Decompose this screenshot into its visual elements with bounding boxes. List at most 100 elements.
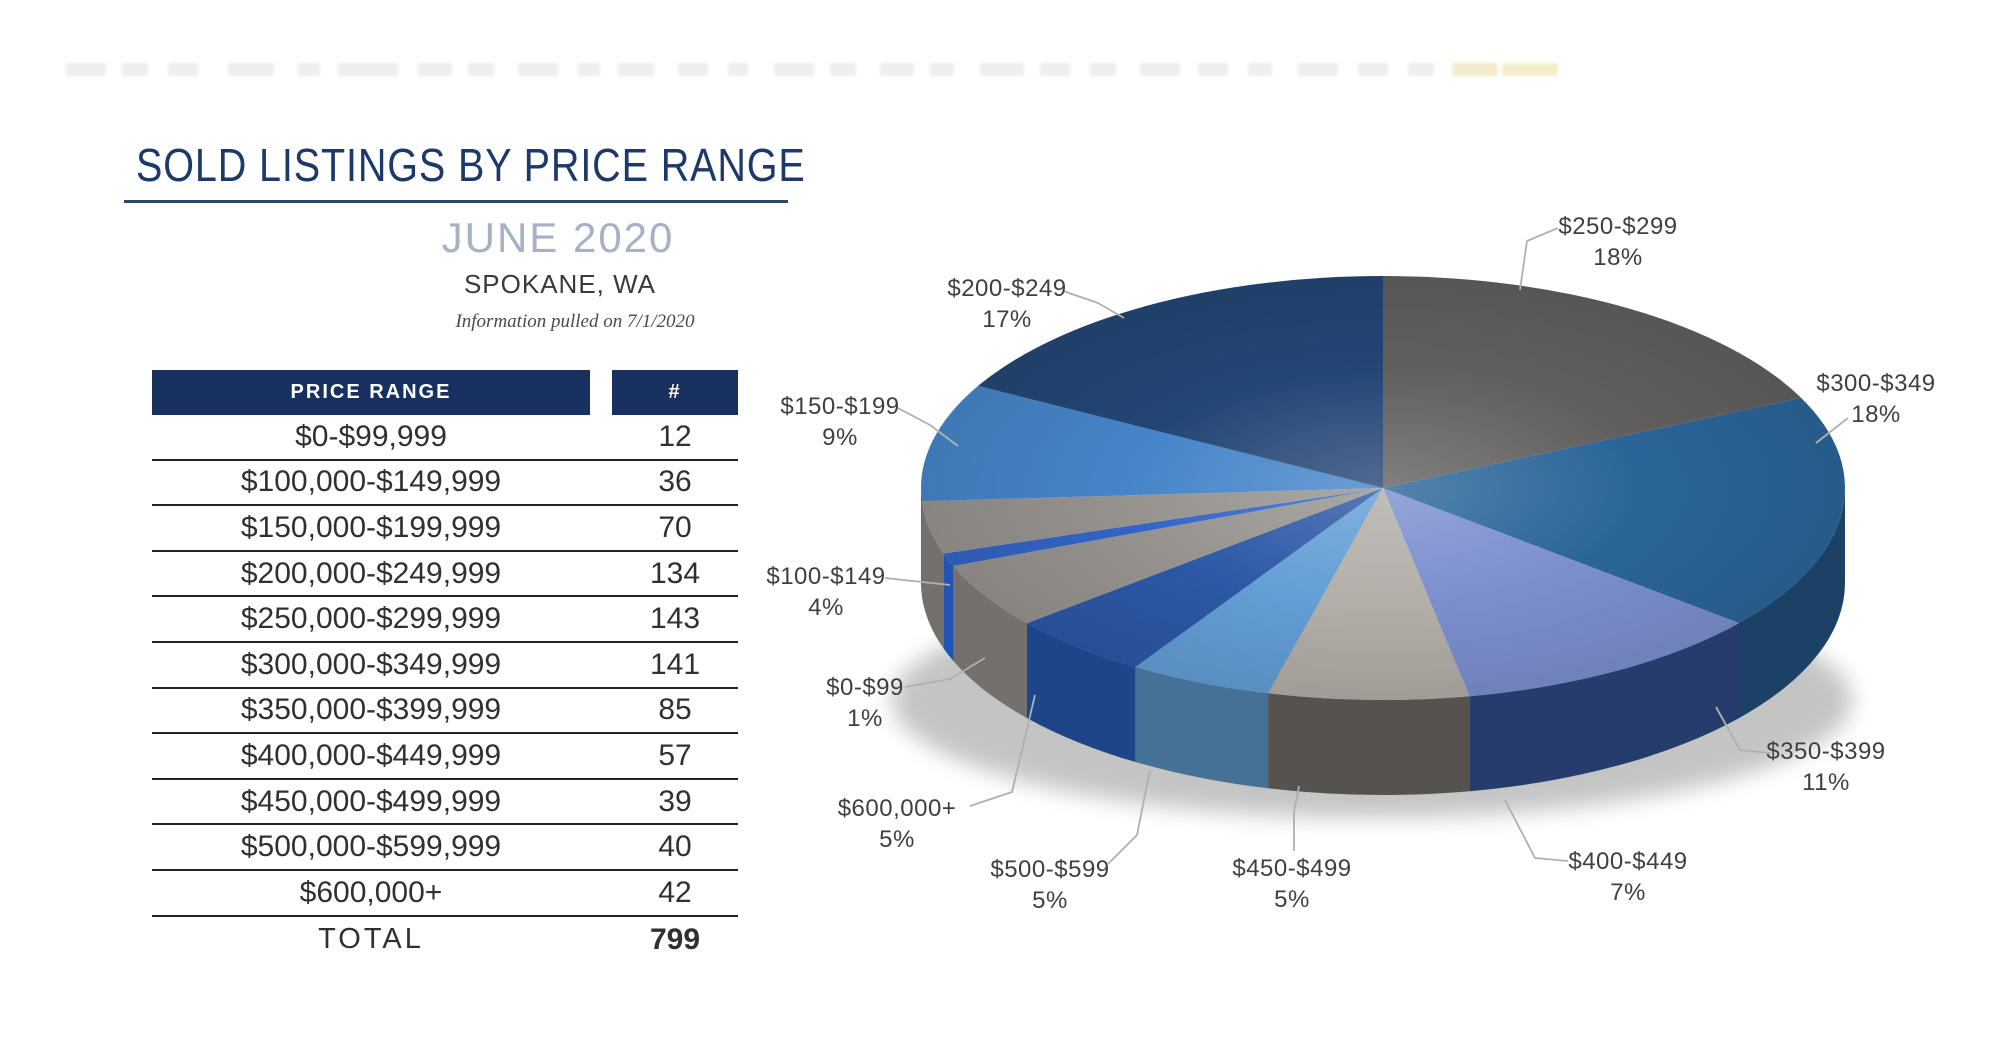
price-range-cell: $400,000-$449,999 xyxy=(240,738,502,772)
column-header-price-range: PRICE RANGE xyxy=(152,370,590,415)
label-leader-line xyxy=(1504,799,1569,862)
watermark-smudge xyxy=(1040,63,1070,76)
pie-label-range: $250-$299 xyxy=(1558,213,1677,240)
pie-slice xyxy=(920,385,1383,502)
price-range-cell: $0-$99,999 xyxy=(295,419,447,453)
pie-label-range: $350-$399 xyxy=(1766,738,1885,765)
listings-table: PRICE RANGE # $0-$99,999 12 $100,000-$149,… xyxy=(152,370,738,963)
label-leader-line xyxy=(1062,290,1125,319)
count-cell: 40 xyxy=(658,830,692,864)
info-note: Information pulled on 7/1/2020 xyxy=(455,311,695,332)
watermark-smudge xyxy=(1090,63,1116,76)
table-body: $0-$99,999 12 $100,000-$149,999 36 $150,000-… xyxy=(152,415,738,963)
pie-shadow xyxy=(892,582,1852,818)
pie-slice-side xyxy=(953,566,1027,719)
watermark-smudge xyxy=(1248,63,1272,76)
table-row: $600,000+ 42 xyxy=(152,871,738,917)
price-range-cell: $600,000+ xyxy=(299,875,443,909)
watermark-strip xyxy=(0,0,2000,90)
pie-label-range: $450-$499 xyxy=(1232,855,1351,882)
label-leader-line xyxy=(884,577,951,586)
watermark-smudge xyxy=(1298,63,1338,76)
label-leader-line xyxy=(1715,706,1771,754)
label-leader-line xyxy=(1293,785,1300,851)
watermark-smudge xyxy=(728,63,748,76)
pie-slice-side xyxy=(1739,488,1845,719)
watermark-smudge xyxy=(468,63,494,76)
count-cell: 134 xyxy=(649,556,701,590)
count-cell: 70 xyxy=(658,510,692,544)
pie-slice-side xyxy=(1027,623,1136,762)
price-range-cell: $350,000-$399,999 xyxy=(240,693,502,727)
pie-slice xyxy=(1383,276,1801,488)
pie-slice xyxy=(1268,488,1470,700)
table-row: $100,000-$149,999 36 xyxy=(152,461,738,507)
count-cell: 12 xyxy=(658,419,692,453)
count-cell: 57 xyxy=(658,738,692,772)
count-cell: 143 xyxy=(649,602,701,636)
subtitle-month: JUNE 2020 xyxy=(441,214,675,261)
pie-label-range: $300-$349 xyxy=(1816,370,1935,397)
price-range-cell: $450,000-$499,999 xyxy=(240,784,502,818)
watermark-smudge xyxy=(618,63,654,76)
pie-label-percent: 17% xyxy=(982,306,1032,333)
table-row: $250,000-$299,999 143 xyxy=(152,597,738,643)
pie-label-percent: 18% xyxy=(1593,244,1643,271)
total-label: TOTAL xyxy=(318,923,424,956)
pie-slice-side xyxy=(1469,623,1739,792)
pie-slice xyxy=(1383,397,1845,624)
label-leader-line xyxy=(1107,769,1151,865)
pie-slice-side xyxy=(920,488,922,597)
table-row: $200,000-$249,999 134 xyxy=(152,552,738,598)
pie-label-range: $100-$149 xyxy=(766,563,885,590)
column-gap xyxy=(590,370,612,415)
label-leader-line xyxy=(1519,227,1559,291)
watermark-smudge-yellow xyxy=(1452,63,1498,76)
pie-label-range: $200-$249 xyxy=(947,275,1066,302)
watermark-smudge xyxy=(880,63,914,76)
pie-label-range: $150-$199 xyxy=(780,393,899,420)
pie-label-percent: 5% xyxy=(879,826,915,853)
watermark-smudge xyxy=(168,63,198,76)
count-cell: 42 xyxy=(658,875,692,909)
watermark-smudge xyxy=(1140,63,1180,76)
pie-slice xyxy=(1383,488,1739,697)
price-range-cell: $300,000-$349,999 xyxy=(240,647,502,681)
table-total-row: TOTAL 799 xyxy=(152,917,738,963)
watermark-smudge xyxy=(518,63,558,76)
watermark-smudge xyxy=(1408,63,1434,76)
pie-slice-side xyxy=(921,501,944,649)
watermark-smudge xyxy=(578,63,600,76)
watermark-smudge xyxy=(1198,63,1228,76)
price-range-cell: $100,000-$149,999 xyxy=(240,465,502,499)
count-cell: 36 xyxy=(658,465,692,499)
pie-label-range: $400-$449 xyxy=(1568,848,1687,875)
pie-label-percent: 5% xyxy=(1274,886,1310,913)
watermark-smudge xyxy=(418,63,452,76)
subtitle-location: SPOKANE, WA xyxy=(463,269,657,299)
table-row: $500,000-$599,999 40 xyxy=(152,825,738,871)
pie-label-range: $0-$99 xyxy=(826,674,904,701)
count-cell: 141 xyxy=(649,647,701,681)
watermark-smudge xyxy=(980,63,1024,76)
pie-slice xyxy=(953,488,1383,624)
pie-label-percent: 1% xyxy=(847,705,883,732)
watermark-smudge xyxy=(830,63,856,76)
watermark-smudge xyxy=(774,63,814,76)
price-range-cell: $200,000-$249,999 xyxy=(240,556,502,590)
pie-label-percent: 4% xyxy=(808,594,844,621)
pie-label-percent: 9% xyxy=(822,424,858,451)
column-header-count: # xyxy=(612,370,738,415)
price-range-cell: $500,000-$599,999 xyxy=(240,830,502,864)
pie-slice xyxy=(1135,488,1383,694)
count-cell: 85 xyxy=(658,693,692,727)
pie-label-range: $500-$599 xyxy=(990,856,1109,883)
label-leader-line xyxy=(969,694,1036,807)
pie-label-percent: 11% xyxy=(1802,769,1850,796)
pie-slice-side xyxy=(1135,667,1269,789)
watermark-smudge-yellow xyxy=(1502,63,1558,76)
table-row: $400,000-$449,999 57 xyxy=(152,734,738,780)
watermark-smudge xyxy=(122,63,148,76)
table-row: $0-$99,999 12 xyxy=(152,415,738,461)
table-header-row: PRICE RANGE # xyxy=(152,370,738,415)
